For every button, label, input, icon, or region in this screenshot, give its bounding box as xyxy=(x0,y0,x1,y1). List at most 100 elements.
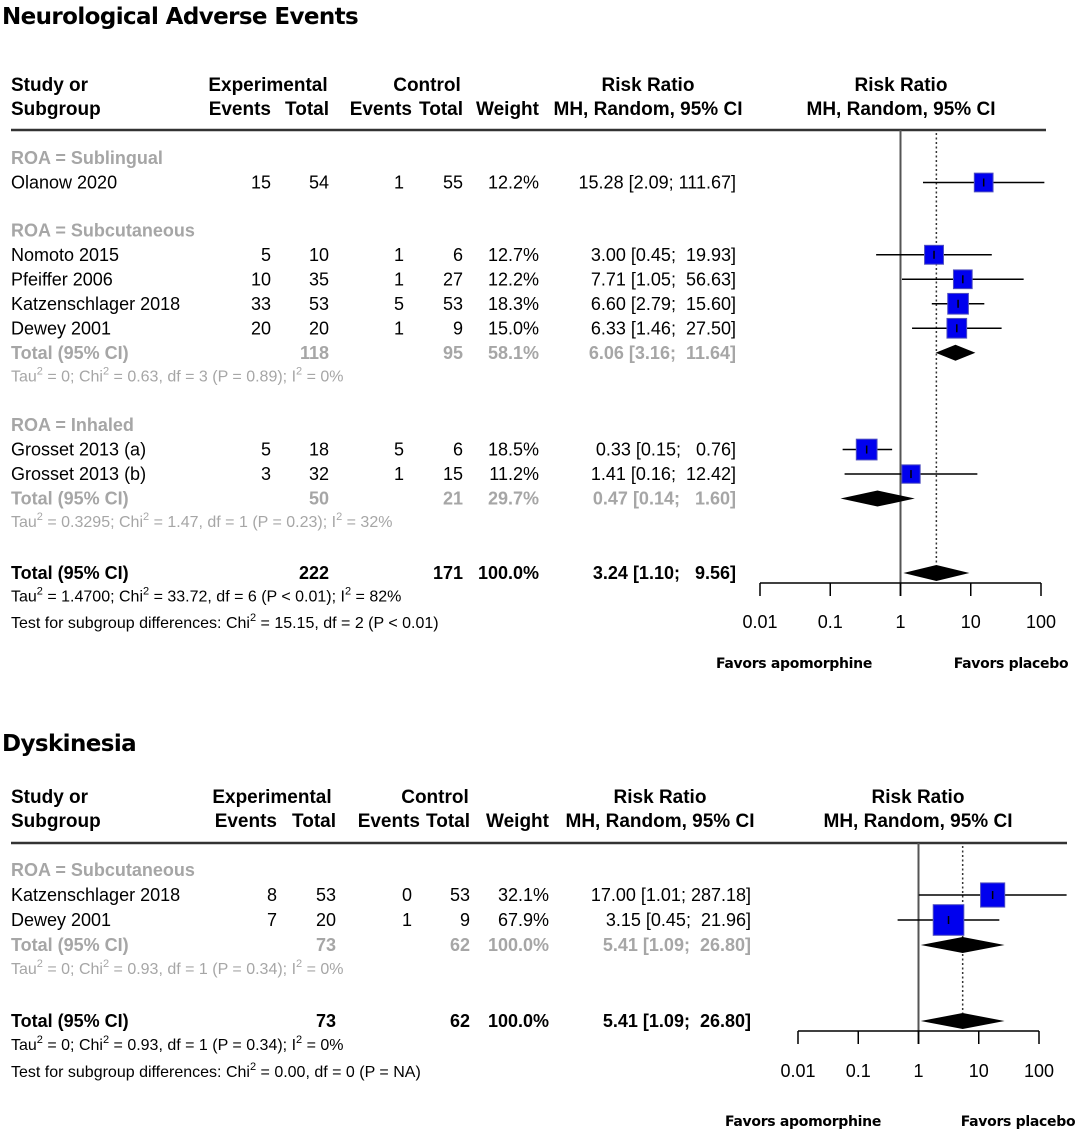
exp-total: 54 xyxy=(309,173,329,193)
subgroup-test-text: Test for subgroup differences: Chi2 = 0.… xyxy=(11,1061,421,1081)
het-part: = 15.15, df = 2 (P < 0.01) xyxy=(256,615,439,632)
ctl-total: 55 xyxy=(443,173,463,193)
het-part: Tau xyxy=(11,961,37,978)
study-name: Pfeiffer 2006 xyxy=(11,269,113,289)
superscript: 2 xyxy=(37,511,43,523)
header-ctl-total: Total xyxy=(426,811,470,832)
total-label: Total (95% CI) xyxy=(11,935,129,955)
header-exp-events: Events xyxy=(215,811,277,832)
exp-total: 222 xyxy=(299,563,329,583)
study-row: Pfeiffer 2006 10 35 1 27 12.2% 7.71 [1.05; 56.… xyxy=(11,269,736,289)
exp-total: 50 xyxy=(309,489,329,509)
superscript: 2 xyxy=(250,1061,256,1073)
ctl-events: 1 xyxy=(394,245,404,265)
ctl-total: 53 xyxy=(443,294,463,314)
exp-total: 73 xyxy=(316,935,336,955)
weight: 67.9% xyxy=(498,910,549,930)
risk-ratio-ci: 15.28 [2.09; 111.67] xyxy=(579,173,736,193)
weight: 12.2% xyxy=(488,269,539,289)
exp-total: 53 xyxy=(309,294,329,314)
header-plot-method: MH, Random, 95% CI xyxy=(824,811,1013,832)
het-part: = 0% xyxy=(302,961,343,978)
ctl-total: 27 xyxy=(443,269,463,289)
exp-events: 5 xyxy=(261,245,271,265)
subgroup-total-row: Total (95% CI) 118 95 58.1% 6.06 [3.16; 11.6… xyxy=(11,343,736,363)
superscript: 2 xyxy=(37,586,43,598)
het-part: Tau xyxy=(11,514,37,531)
weight: 100.0% xyxy=(488,935,549,955)
x-tick-label: 100 xyxy=(1026,612,1056,632)
pooled-effect-diamond xyxy=(935,344,976,361)
risk-ratio-ci: 6.60 [2.79; 15.60] xyxy=(591,294,736,314)
x-tick-label: 1 xyxy=(895,612,905,632)
study-row: Dewey 2001 20 20 1 9 15.0% 6.33 [1.46; 27.50] xyxy=(11,318,736,338)
het-part: = 0.93, df = 1 (P = 0.34); I xyxy=(109,961,296,978)
total-label: Total (95% CI) xyxy=(11,343,129,363)
ctl-events: 1 xyxy=(394,173,404,193)
x-tick-label: 0.01 xyxy=(742,612,777,632)
overall-heterogeneity: Tau2​ = 0; Chi2​ = 0.93, df = 1 (P = 0.3… xyxy=(11,1034,344,1054)
favors-right-label: Favors placebo xyxy=(961,1114,1076,1130)
pooled-effect-diamond xyxy=(920,937,1005,953)
exp-total: 20 xyxy=(316,910,336,930)
ctl-total: 62 xyxy=(450,935,470,955)
risk-ratio-ci: 3.00 [0.45; 19.93] xyxy=(591,245,736,265)
het-part: = 0.00, df = 0 (P = NA) xyxy=(256,1064,421,1081)
risk-ratio-ci: 3.15 [0.45; 21.96] xyxy=(606,910,751,930)
weight: 12.7% xyxy=(488,245,539,265)
het-part: = 0; Chi xyxy=(43,368,103,385)
subgroup-heterogeneity: Tau2​ = 0; Chi2​ = 0.63, df = 3 (P = 0.8… xyxy=(11,365,344,385)
subgroup-label: ROA = Subcutaneous xyxy=(11,860,195,880)
x-tick-label: 0.1 xyxy=(818,612,843,632)
subgroup-test-text: Test for subgroup differences: Chi2 = 15… xyxy=(11,612,439,632)
ctl-events: 0 xyxy=(402,885,412,905)
risk-ratio-ci: 0.33 [0.15; 0.76] xyxy=(596,440,736,460)
ctl-events: 1 xyxy=(394,269,404,289)
het-part: = 82% xyxy=(351,589,401,606)
ctl-total: 95 xyxy=(443,343,463,363)
het-part: Tau xyxy=(11,368,37,385)
risk-ratio-ci: 1.41 [0.16; 12.42] xyxy=(591,464,736,484)
ctl-events: 1 xyxy=(394,318,404,338)
risk-ratio-ci: 17.00 [1.01; 287.18] xyxy=(591,885,751,905)
overall-heterogeneity: Tau2​ = 1.4700; Chi2​ = 33.72, df = 6 (P… xyxy=(11,586,401,606)
x-tick-label: 10 xyxy=(961,612,981,632)
pooled-effect-diamond xyxy=(903,565,970,581)
ctl-total: 6 xyxy=(453,440,463,460)
header-ctl-total: Total xyxy=(419,99,463,120)
risk-ratio-ci: 3.24 [1.10; 9.56] xyxy=(593,563,736,583)
exp-total: 53 xyxy=(316,885,336,905)
exp-total: 20 xyxy=(309,318,329,338)
ctl-events: 5 xyxy=(394,440,404,460)
forest-panel-2: Dyskinesia Study or Subgroup Experimental Co… xyxy=(2,731,1076,1130)
het-part: = 0.63, df = 3 (P = 0.89); I xyxy=(109,368,296,385)
subgroup-label: ROA = Subcutaneous xyxy=(11,220,195,240)
ctl-total: 9 xyxy=(453,318,463,338)
panel-title: Neurological Adverse Events xyxy=(2,4,358,30)
exp-events: 3 xyxy=(261,464,271,484)
weight: 32.1% xyxy=(498,885,549,905)
risk-ratio-ci: 0.47 [0.14; 1.60] xyxy=(593,489,736,509)
study-name: Nomoto 2015 xyxy=(11,245,119,265)
header-subgroup: Subgroup xyxy=(11,811,101,832)
favors-left-label: Favors apomorphine xyxy=(716,656,872,672)
header-exp-total: Total xyxy=(285,99,329,120)
het-part: = 32% xyxy=(342,514,392,531)
het-part: = 0; Chi xyxy=(43,961,103,978)
study-name: Olanow 2020 xyxy=(11,173,117,193)
superscript: 2 xyxy=(296,365,302,377)
favors-left-label: Favors apomorphine xyxy=(725,1114,881,1130)
weight: 18.5% xyxy=(488,440,539,460)
header-study: Study or xyxy=(11,75,89,96)
header-risk-ratio-method: MH, Random, 95% CI xyxy=(566,811,755,832)
study-name: Dewey 2001 xyxy=(11,318,111,338)
het-part: Tau xyxy=(11,589,37,606)
exp-events: 10 xyxy=(251,269,271,289)
study-row: Dewey 2001 7 20 1 9 67.9% 3.15 [0.45; 21.96] xyxy=(11,910,751,930)
risk-ratio-ci: 6.33 [1.46; 27.50] xyxy=(591,318,736,338)
het-part: Test for subgroup differences: Chi xyxy=(11,1064,250,1081)
ctl-events: 5 xyxy=(394,294,404,314)
het-part: = 0% xyxy=(302,368,343,385)
ctl-total: 15 xyxy=(443,464,463,484)
het-part: Tau xyxy=(11,1037,37,1054)
